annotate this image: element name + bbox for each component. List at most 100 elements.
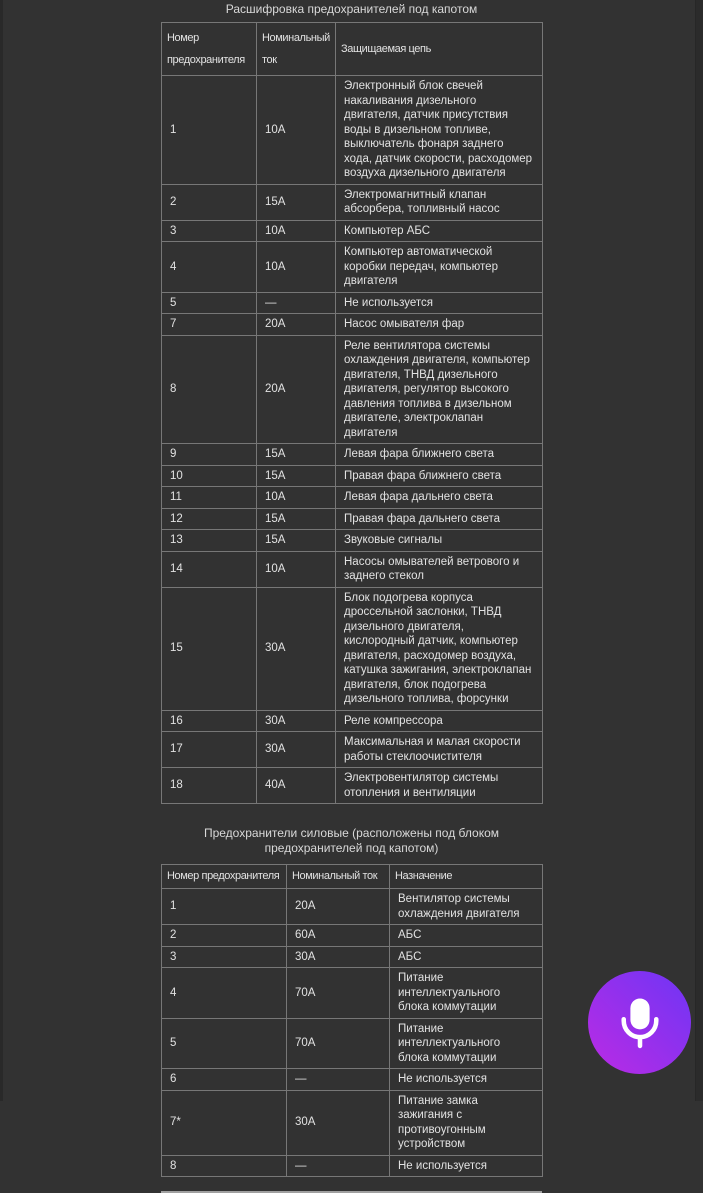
table-cell: 10А <box>256 550 336 588</box>
voice-search-button[interactable] <box>588 971 691 1074</box>
table-row: 8 20А Реле вентилятора системы охлаждения … <box>161 334 543 444</box>
table-cell: 30А <box>286 945 390 968</box>
table-cell: 11 <box>161 486 257 509</box>
table-cell: Компьютер автоматической коробки передач… <box>335 241 543 293</box>
table-cell: Вентилятор системы охлаждения двигателя <box>389 888 543 925</box>
table-cell: 17 <box>161 731 257 768</box>
table-cell: АБС <box>389 945 543 968</box>
table-cell: Правая фара дальнего света <box>335 507 543 530</box>
table-cell: 4 <box>161 967 287 1019</box>
table-cell: 10А <box>256 75 336 185</box>
page-left-edge <box>0 0 3 1101</box>
column-header-purpose: Назначение <box>389 864 543 889</box>
table-cell: 3 <box>161 219 257 242</box>
table-cell: 2 <box>161 183 257 221</box>
column-header-rated-current: Номинальный ток <box>256 22 336 76</box>
table-cell: 18 <box>161 767 257 804</box>
table-cell: 8 <box>161 1154 287 1177</box>
fuse-table-power: Номер предохранителя Номинальный ток Наз… <box>161 864 543 1177</box>
table-row: 17 30А Максимальная и малая скорости работ… <box>161 731 543 768</box>
table-cell: Компьютер АБС <box>335 219 543 242</box>
table-cell: 20А <box>256 313 336 336</box>
table-cell: 14 <box>161 550 257 588</box>
table-cell: Не используется <box>389 1154 543 1177</box>
table-cell: 60А <box>286 924 390 947</box>
table-row: 12 15А Правая фара дальнего света <box>161 507 543 530</box>
table-cell: 30А <box>256 709 336 732</box>
table-cell: 70А <box>286 1017 390 1069</box>
table-cell: Не используется <box>389 1068 543 1091</box>
table-cell: 15А <box>256 183 336 221</box>
table-cell: 5 <box>161 291 257 314</box>
table-cell: 1 <box>161 888 287 925</box>
table-row: 16 30А Реле компрессора <box>161 709 543 732</box>
table-cell: Насосы омывателей ветрового и заднего ст… <box>335 550 543 588</box>
table-row: 11 10А Левая фара дальнего света <box>161 486 543 509</box>
table-row: 3 30А АБС <box>161 945 543 968</box>
table-cell: Реле вентилятора системы охлаждения двиг… <box>335 334 543 444</box>
article-content: Расшифровка предохранителей под капотом … <box>161 0 543 1193</box>
table-cell: 13 <box>161 529 257 552</box>
fuse-table-hood: Номер предохранителя Номинальный ток Защ… <box>161 22 543 804</box>
table-row: 4 10А Компьютер автоматической коробки пер… <box>161 241 543 293</box>
table-cell: 70А <box>286 967 390 1019</box>
table-cell: Питание интеллектуального блока коммутац… <box>389 967 543 1019</box>
column-header-fuse-number: Номер предохранителя <box>161 22 257 76</box>
table2-title: Предохранители силовые (расположены под … <box>203 826 500 855</box>
table-cell: 15А <box>256 464 336 487</box>
table-cell: 40А <box>256 767 336 804</box>
table-row: 3 10А Компьютер АБС <box>161 219 543 242</box>
table-cell: 3 <box>161 945 287 968</box>
table-row: 7 20А Насос омывателя фар <box>161 313 543 336</box>
column-header-protected-circuit: Защищаемая цепь <box>335 22 543 76</box>
table-row: 13 15А Звуковые сигналы <box>161 529 543 552</box>
table-cell: 20А <box>286 888 390 925</box>
table-row: 15 30А Блок подогрева корпуса дроссельной … <box>161 586 543 711</box>
scrollbar-track <box>695 0 703 1101</box>
table-row: 14 10А Насосы омывателей ветрового и задне… <box>161 550 543 588</box>
table-row: 10 15А Правая фара ближнего света <box>161 464 543 487</box>
table-cell: 7* <box>161 1089 287 1156</box>
column-header-fuse-number: Номер предохранителя <box>161 864 287 889</box>
table-cell: Правая фара ближнего света <box>335 464 543 487</box>
table-cell: 8 <box>161 334 257 444</box>
table-row: 5 70А Питание интеллектуального блока комм… <box>161 1017 543 1069</box>
table-header-row: Номер предохранителя Номинальный ток Наз… <box>161 864 543 889</box>
table-cell: 10А <box>256 486 336 509</box>
table-row: 1 20А Вентилятор системы охлаждения двигат… <box>161 888 543 925</box>
table-cell: 9 <box>161 443 257 466</box>
table-cell: 10 <box>161 464 257 487</box>
table-cell: Максимальная и малая скорости работы сте… <box>335 731 543 768</box>
table-row: 6— Не используется <box>161 1068 543 1091</box>
table-cell: 15А <box>256 443 336 466</box>
table-cell: Электровентилятор системы отопления и ве… <box>335 767 543 804</box>
table-cell: Левая фара дальнего света <box>335 486 543 509</box>
table-cell: Электромагнитный клапан абсорбера, топли… <box>335 183 543 221</box>
table-cell: 12 <box>161 507 257 530</box>
table-row: 8— Не используется <box>161 1154 543 1177</box>
table-cell: Электронный блок свечей накаливания дизе… <box>335 75 543 185</box>
table-cell: Звуковые сигналы <box>335 529 543 552</box>
column-header-rated-current: Номинальный ток <box>286 864 390 889</box>
table-cell: 4 <box>161 241 257 293</box>
table-cell: 30А <box>256 586 336 711</box>
table-cell: АБС <box>389 924 543 947</box>
table-cell: Питание замка зажигания с противоугонным… <box>389 1089 543 1156</box>
table-cell: 10А <box>256 219 336 242</box>
table-cell: 30А <box>256 731 336 768</box>
table-row: 1 10А Электронный блок свечей накаливания … <box>161 75 543 185</box>
table-cell: 6 <box>161 1068 287 1091</box>
table-cell: Блок подогрева корпуса дроссельной засло… <box>335 586 543 711</box>
table-row: 7* 30А Питание замка зажигания с противоуг… <box>161 1089 543 1156</box>
table-cell: — <box>286 1068 390 1091</box>
table-cell: 1 <box>161 75 257 185</box>
table-cell: — <box>256 291 336 314</box>
table-cell: 5 <box>161 1017 287 1069</box>
table-cell: 15А <box>256 507 336 530</box>
table-cell: 2 <box>161 924 287 947</box>
table-cell: 16 <box>161 709 257 732</box>
table-cell: 15 <box>161 586 257 711</box>
table-row: 18 40А Электровентилятор системы отопления… <box>161 767 543 804</box>
table-cell: Реле компрессора <box>335 709 543 732</box>
table-row: 2 15А Электромагнитный клапан абсорбера, т… <box>161 183 543 221</box>
